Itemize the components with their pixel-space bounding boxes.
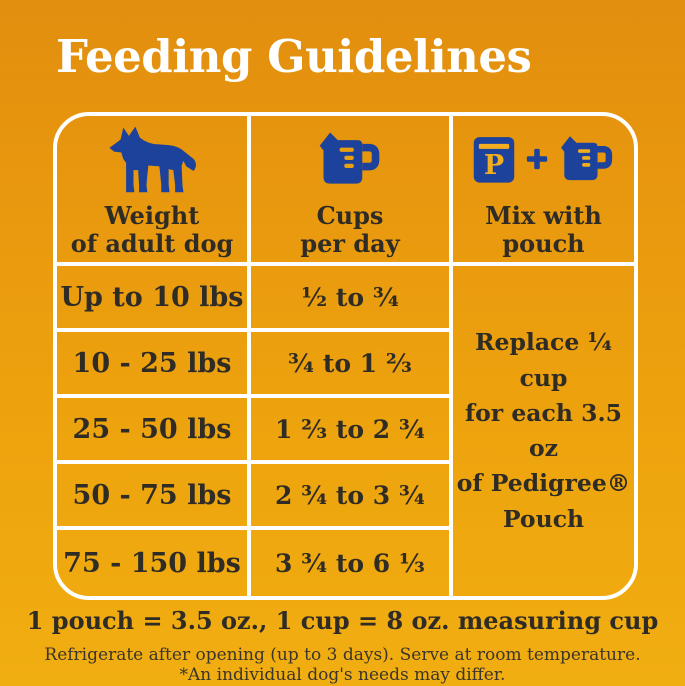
table-divider xyxy=(57,526,453,530)
weight-cell-5: 75 - 150 lbs xyxy=(63,547,241,579)
weight-cell-3: 25 - 50 lbs xyxy=(72,413,232,445)
table-divider xyxy=(57,262,634,266)
mix-note-line: Pouch xyxy=(502,504,585,533)
measuring-cup-icon xyxy=(315,129,385,189)
header-cups: Cups per day xyxy=(251,116,449,262)
header-mix-label: Mix with pouch xyxy=(485,201,602,258)
svg-text:P: P xyxy=(483,150,503,181)
table-divider xyxy=(57,394,453,398)
storage-note: Refrigerate after opening (up to 3 days)… xyxy=(44,645,641,665)
pouch-icon: P xyxy=(471,132,517,186)
cups-cell-3: 1 ²⁄₃ to 2 ³⁄₄ xyxy=(275,414,425,444)
mix-note-line: Replace ¹⁄₄ cup xyxy=(474,328,613,392)
weight-cell-1: Up to 10 lbs xyxy=(60,281,244,313)
header-weight: Weight of adult dog xyxy=(57,116,247,262)
cups-cell-4: 2 ³⁄₄ to 3 ³⁄₄ xyxy=(275,480,425,510)
header-cups-label: Cups per day xyxy=(300,201,400,258)
table-divider xyxy=(449,116,453,596)
weight-cell-4: 50 - 75 lbs xyxy=(72,479,232,511)
weight-cell-2: 10 - 25 lbs xyxy=(72,347,232,379)
page-title: Feeding Guidelines xyxy=(56,30,532,83)
table-divider xyxy=(57,460,453,464)
mix-note-line: of Pedigree® xyxy=(456,469,631,498)
plus-icon xyxy=(525,147,549,171)
mix-note-line: for each 3.5 oz xyxy=(465,398,622,462)
table-divider xyxy=(57,328,453,332)
feeding-table: Weight of adult dog xyxy=(53,112,638,600)
disclaimer-note: *An individual dog's needs may differ. xyxy=(179,665,506,685)
cups-cell-5: 3 ³⁄₄ to 6 ¹⁄₃ xyxy=(275,548,425,578)
measuring-cup-icon xyxy=(557,133,617,185)
header-mix: P xyxy=(453,116,634,262)
cups-cell-2: ³⁄₄ to 1 ²⁄₃ xyxy=(288,348,412,378)
header-weight-label: Weight of adult dog xyxy=(70,201,234,258)
mix-note-cell: Replace ¹⁄₄ cup for each 3.5 oz of Pedig… xyxy=(453,266,634,596)
cups-cell-1: ¹⁄₂ to ³⁄₄ xyxy=(301,282,399,312)
table-divider xyxy=(247,116,251,596)
equivalence-note: 1 pouch = 3.5 oz., 1 cup = 8 oz. measuri… xyxy=(26,606,659,635)
dog-icon xyxy=(100,122,204,196)
